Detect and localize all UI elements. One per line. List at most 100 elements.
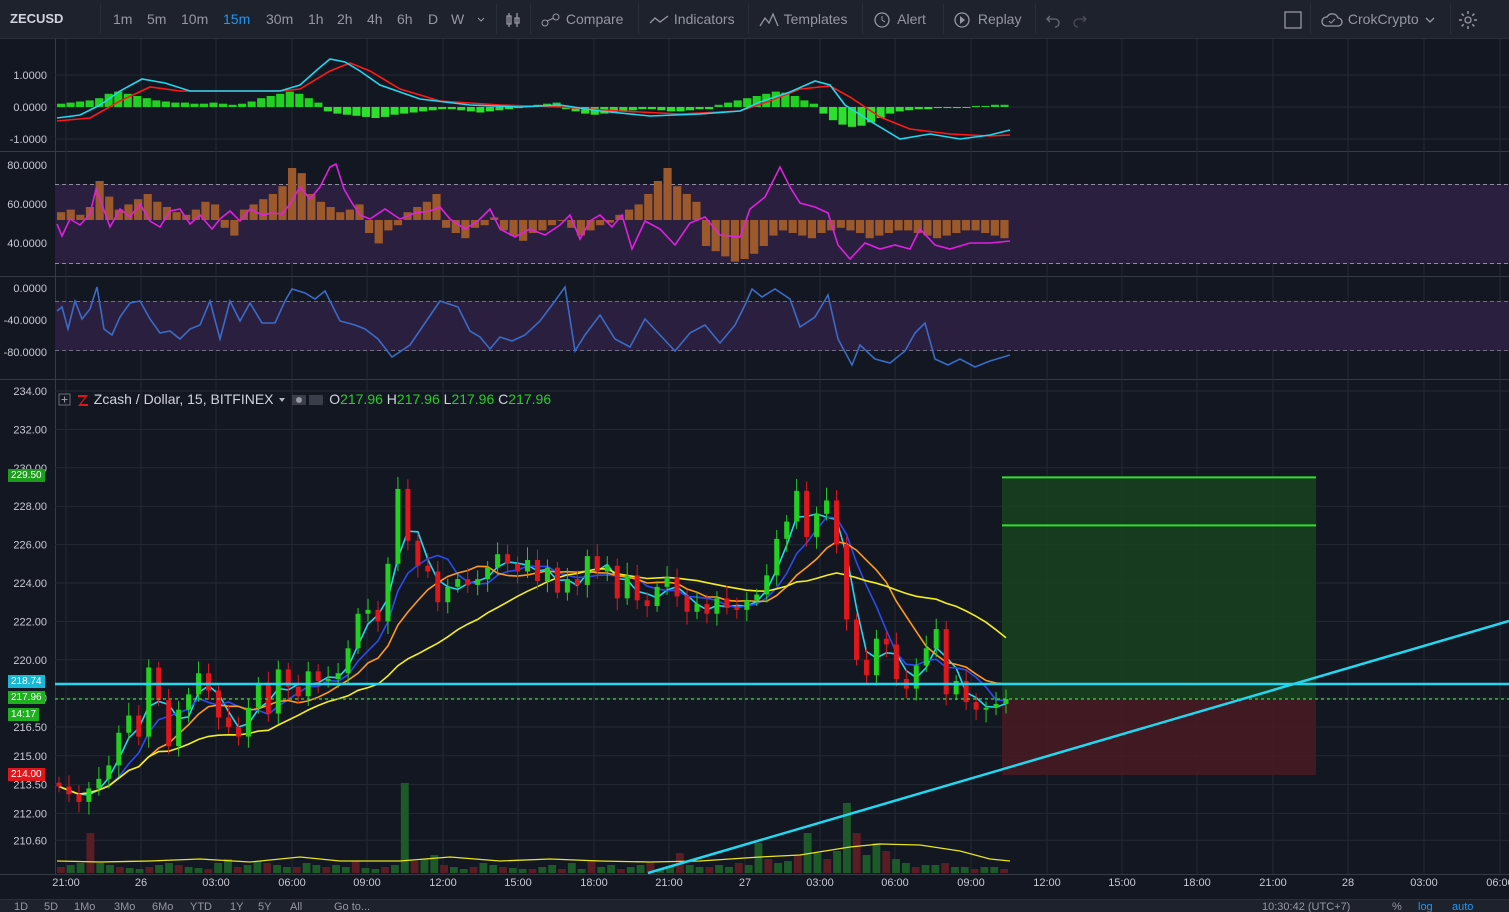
range-1Mo[interactable]: 1Mo <box>74 901 96 912</box>
volume-bar <box>165 863 173 873</box>
log-toggle[interactable]: log <box>1418 901 1433 912</box>
macd-histogram-bar <box>114 91 123 107</box>
percent-toggle[interactable]: % <box>1392 901 1402 912</box>
compare-icon <box>541 13 560 27</box>
time-axis-label: 03:00 <box>202 877 230 889</box>
candle-body <box>913 665 919 689</box>
candle-body <box>265 682 271 714</box>
candle-body <box>734 607 740 610</box>
candle-body <box>614 565 620 599</box>
macd-histogram-bar <box>476 107 485 113</box>
range-YTD[interactable]: YTD <box>190 901 212 912</box>
macd-axis-label: -1.0000 <box>10 134 47 146</box>
rsi-histogram-bar <box>172 212 181 220</box>
interval-10m[interactable]: 10m <box>181 11 209 27</box>
macd-histogram-bar <box>466 107 475 112</box>
time-axis-label: 27 <box>739 877 751 889</box>
rsi-histogram-bar <box>817 220 826 233</box>
interval-W[interactable]: W <box>451 11 465 27</box>
rsi-histogram-bar <box>788 220 797 233</box>
rsi-histogram-bar <box>634 204 643 220</box>
rsi-histogram-bar <box>942 220 951 236</box>
long-position-tool[interactable] <box>1002 476 1316 775</box>
indicators-button[interactable]: Indicators <box>648 0 735 38</box>
range-1D[interactable]: 1D <box>14 901 29 912</box>
caret-down-icon[interactable] <box>277 395 287 405</box>
rsi-histogram-bar <box>567 220 576 228</box>
range-5Y[interactable]: 5Y <box>258 901 272 912</box>
auto-toggle[interactable]: auto <box>1452 901 1474 912</box>
volume-bar <box>96 863 105 873</box>
visibility-icon[interactable] <box>291 393 325 407</box>
price-axis-label: 226.00 <box>13 540 47 552</box>
interval-1h[interactable]: 1h <box>308 11 324 27</box>
candle-body <box>56 782 62 787</box>
candle-body <box>534 559 540 582</box>
undo-button[interactable] <box>1045 0 1061 38</box>
candle-body <box>584 556 590 585</box>
volume-bar <box>440 865 449 873</box>
account-menu[interactable]: CrokCrypto <box>1320 0 1437 38</box>
templates-button[interactable]: Templates <box>758 0 847 38</box>
macd-histogram-bar <box>95 98 104 107</box>
volume-bar <box>872 843 881 873</box>
time-axis-label: 18:00 <box>1183 877 1211 889</box>
rsi-histogram-bar <box>451 220 460 233</box>
candle-body <box>385 563 391 622</box>
macd-histogram-bar <box>895 107 904 112</box>
chart-style-button[interactable] <box>504 0 522 38</box>
macd-histogram-bar <box>638 107 647 110</box>
goto-button[interactable]: Go to... <box>334 901 371 912</box>
symbol-search[interactable]: ZECUSD <box>10 11 64 26</box>
range-3Mo[interactable]: 3Mo <box>114 901 136 912</box>
interval-15m[interactable]: 15m <box>223 11 251 27</box>
replay-button[interactable]: Replay <box>952 0 1021 38</box>
drawn-lines[interactable] <box>55 619 1509 875</box>
chart-canvas[interactable]: 21:00 26 03:00 06:00 09:00 12:00 15:00 18:00 21:… <box>0 39 1509 899</box>
symbol-name[interactable]: Zcash / Dollar, 15, BITFINEX <box>93 391 274 407</box>
range-All[interactable]: All <box>290 901 303 912</box>
rsi-histogram-bar <box>971 220 980 231</box>
rsi-histogram-bar <box>316 201 326 220</box>
macd-histogram-bar <box>123 93 132 107</box>
candle-body <box>425 565 431 572</box>
fullscreen-button[interactable] <box>1283 0 1303 38</box>
range-5D[interactable]: 5D <box>44 901 59 912</box>
indicators-label: Indicators <box>673 11 735 27</box>
expand-icon[interactable] <box>58 393 72 407</box>
interval-2h[interactable]: 2h <box>337 11 353 27</box>
interval-4h[interactable]: 4h <box>367 11 383 27</box>
time-axis-label: 09:00 <box>353 877 381 889</box>
open-label: O <box>329 391 341 407</box>
compare-button[interactable]: Compare <box>540 0 623 38</box>
range-1Y[interactable]: 1Y <box>230 901 244 912</box>
macd-histogram-bar <box>971 105 980 107</box>
alert-button[interactable]: Alert <box>872 0 926 38</box>
volume-bar <box>66 865 75 873</box>
rsi-histogram-bar <box>961 220 971 231</box>
interval-30m[interactable]: 30m <box>266 11 294 27</box>
rsi-histogram-bar <box>730 220 740 262</box>
interval-more-button[interactable] <box>476 0 486 38</box>
ma-fast-cyan-line <box>58 513 1007 796</box>
rsi-histogram-bar <box>336 212 345 220</box>
rsi-histogram-bar <box>701 220 711 246</box>
volume-bar <box>292 867 301 873</box>
interval-D[interactable]: D <box>428 11 439 27</box>
interval-5m[interactable]: 5m <box>147 11 167 27</box>
candle-body <box>455 579 461 587</box>
volume-bar <box>774 863 783 873</box>
volume-bar <box>597 867 606 873</box>
macd-histogram-bar <box>933 107 942 109</box>
macd-histogram-bar <box>581 107 590 114</box>
macd-histogram-bar <box>876 107 885 118</box>
clock-readout[interactable]: 10:30:42 (UTC+7) <box>1262 901 1351 912</box>
interval-1m[interactable]: 1m <box>113 11 133 27</box>
settings-button[interactable] <box>1458 0 1478 38</box>
volume-bar <box>646 863 655 873</box>
volume-bar <box>607 865 616 873</box>
volume-bar <box>253 861 262 873</box>
redo-button[interactable] <box>1072 0 1088 38</box>
interval-6h[interactable]: 6h <box>397 11 413 27</box>
range-6Mo[interactable]: 6Mo <box>152 901 174 912</box>
